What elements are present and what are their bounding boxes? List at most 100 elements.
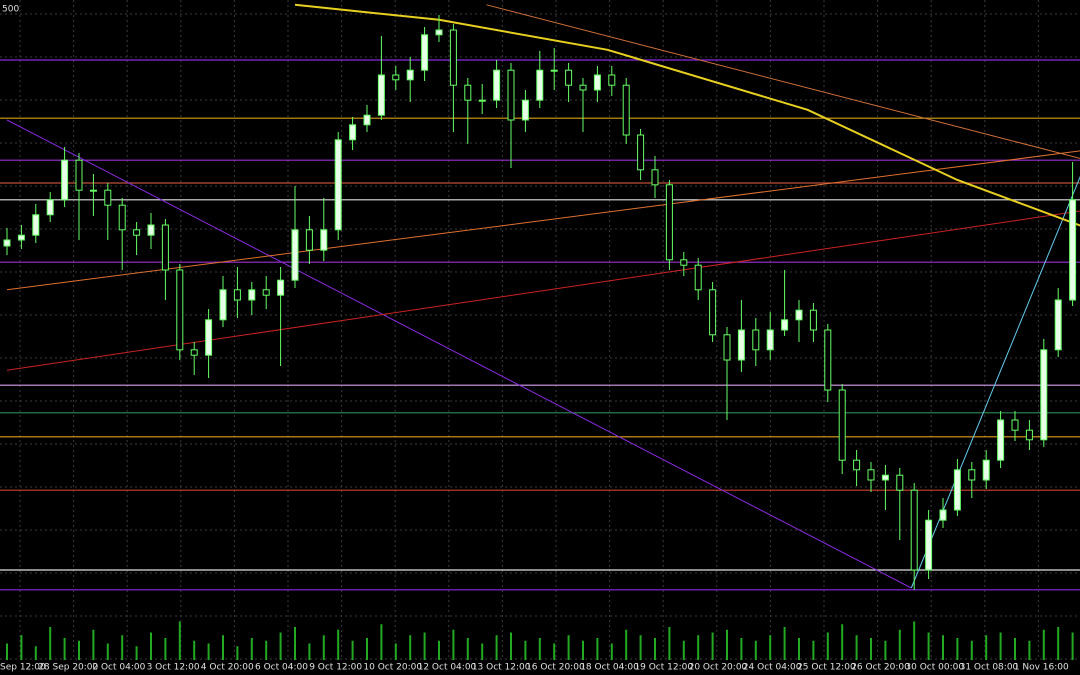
candle-body (593, 74, 601, 91)
candle-body (61, 159, 69, 201)
candle-body (910, 489, 918, 571)
x-tick-label: 10 Oct 20:00 (363, 663, 422, 673)
candle-body (809, 309, 817, 331)
candle-body (205, 319, 213, 356)
candle-body (694, 264, 702, 291)
candle-body (334, 139, 342, 231)
candle-body (881, 474, 889, 481)
candle-body (406, 69, 414, 81)
candle-body (32, 214, 40, 236)
candle-body (118, 204, 126, 231)
candle-body (1025, 429, 1033, 441)
candle-body (939, 509, 947, 521)
candle-body (968, 469, 976, 481)
candle-body (464, 84, 472, 101)
candle-body (853, 459, 861, 471)
x-tick-label: 2 Oct 04:00 (92, 663, 145, 673)
x-tick-label: 30 Oct 00:00 (905, 663, 964, 673)
candle-body (680, 259, 688, 266)
candle-body (176, 269, 184, 351)
candle-body (752, 329, 760, 351)
candle-body (723, 334, 731, 361)
candle-body (75, 159, 83, 191)
candle-body (867, 469, 875, 481)
trend-line (486, 4, 1080, 159)
candle-body (795, 309, 803, 321)
trend-line (6, 119, 912, 589)
candle-body (89, 189, 97, 192)
candle-body (651, 169, 659, 186)
candle-body (896, 474, 904, 491)
candle-body (262, 289, 270, 296)
candle-body (277, 279, 285, 296)
x-tick-label: 13 Oct 12:00 (472, 663, 531, 673)
candle-body (838, 389, 846, 461)
x-tick-label: 19 Oct 12:00 (634, 663, 693, 673)
candle-body (3, 239, 11, 247)
candle-body (608, 74, 616, 86)
x-tick-label: 6 Oct 04:00 (255, 663, 308, 673)
candle-body (665, 184, 673, 261)
candle-body (305, 229, 313, 251)
candle-body (637, 134, 645, 171)
candle-body (46, 199, 54, 216)
candle-body (953, 469, 961, 511)
candle-body (161, 224, 169, 271)
candle-body (766, 329, 774, 351)
x-tick-label: Sep 12:00 (0, 663, 46, 673)
candle-body (421, 34, 429, 71)
candle-body (435, 29, 443, 36)
candle-body (709, 289, 717, 336)
candle-body (363, 114, 371, 126)
candle-body (925, 519, 933, 571)
candle-body (349, 124, 357, 141)
candle-body (104, 189, 112, 206)
x-tick-label: 24 Oct 04:00 (743, 663, 802, 673)
x-tick-label: 3 Oct 12:00 (147, 663, 200, 673)
candle-body (997, 419, 1005, 461)
candle-body (320, 229, 328, 251)
x-tick-label: 12 Oct 04:00 (418, 663, 477, 673)
candle-body (377, 74, 385, 116)
x-tick-label: 18 Oct 04:00 (580, 663, 639, 673)
candle-body (1040, 349, 1048, 441)
x-tick-label: 26 Oct 20:00 (851, 663, 910, 673)
x-tick-label: 9 Oct 12:00 (309, 663, 362, 673)
candle-body (824, 329, 832, 391)
trend-line (6, 210, 1080, 371)
candle-body (521, 99, 529, 121)
candle-body (1011, 419, 1019, 431)
candle-body (622, 84, 630, 136)
candle-body (17, 234, 25, 241)
candle-body (536, 69, 544, 101)
candle-body (579, 84, 587, 91)
candle-body (147, 224, 155, 236)
candle-body (478, 99, 486, 102)
x-tick-label: 28 Sep 20:00 (38, 663, 98, 673)
candle-body (737, 329, 745, 361)
candle-body (982, 459, 990, 481)
x-tick-label: 4 Oct 20:00 (201, 663, 254, 673)
candle-body (219, 289, 227, 321)
x-tick-label: 16 Oct 20:00 (526, 663, 585, 673)
candle-body (565, 69, 573, 86)
candle-body (449, 29, 457, 86)
x-tick-label: 1 Nov 16:00 (1014, 663, 1069, 673)
corner-label: 500 (2, 5, 19, 15)
moving-average (294, 3, 1080, 227)
candle-body (1069, 199, 1077, 301)
candle-body (233, 289, 241, 301)
candle-body (190, 349, 198, 356)
plot (0, 3, 1080, 660)
x-tick-label: 20 Oct 20:00 (689, 663, 748, 673)
candle-body (1054, 299, 1062, 351)
trend-line (6, 150, 1080, 291)
candle-body (550, 69, 558, 72)
candle-body (392, 74, 400, 81)
candle-body (248, 289, 256, 301)
candle-body (781, 319, 789, 331)
candle-body (507, 69, 515, 121)
candle-body (291, 229, 299, 281)
